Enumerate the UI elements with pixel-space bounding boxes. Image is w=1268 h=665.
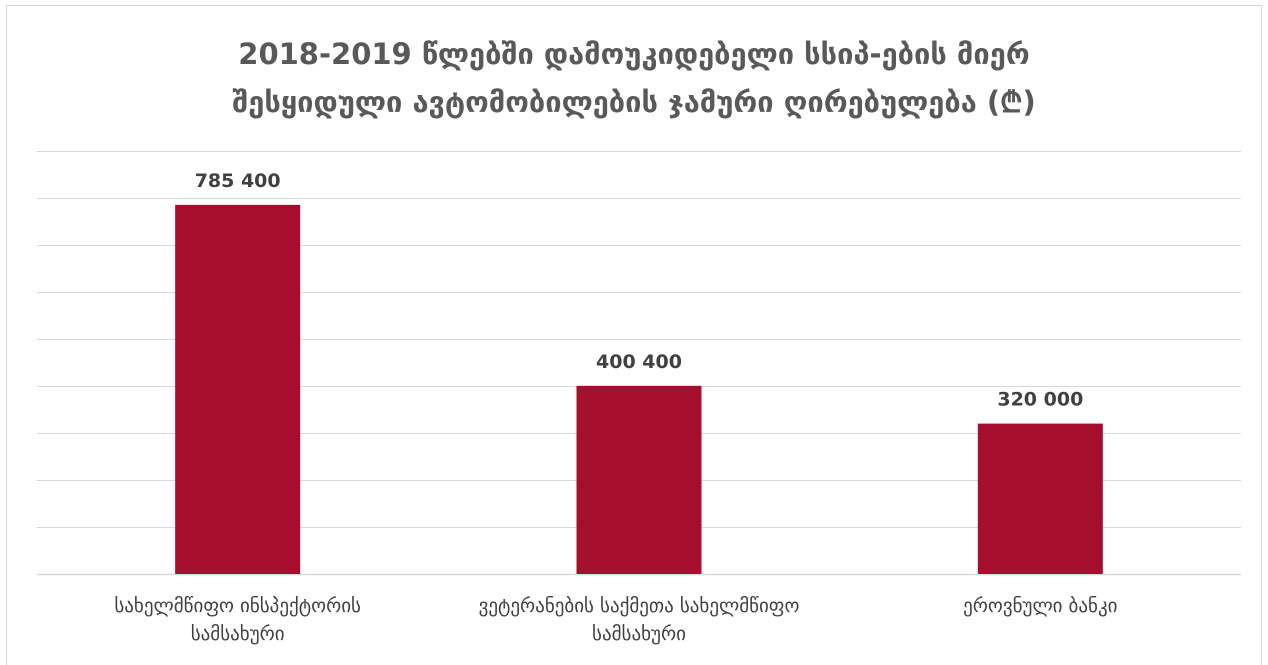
x-tick-label: სახელმწიფო ინსპექტორის — [114, 595, 361, 617]
chart-title-line-1: 2018-2019 წლებში დამოუკიდებელი სსიპ-ების… — [238, 37, 1030, 71]
bar — [175, 204, 301, 574]
x-tick-label: ვეტერანების საქმეთა სახელმწიფო — [479, 595, 800, 617]
data-label: 320 000 — [997, 389, 1083, 411]
x-tick-label: სამსახური — [592, 623, 686, 645]
chart-title: 2018-2019 წლებში დამოუკიდებელი სსიპ-ების… — [0, 30, 1268, 126]
data-label: 785 400 — [195, 170, 281, 192]
data-label: 400 400 — [596, 351, 682, 373]
bar — [576, 385, 702, 574]
x-tick-label: ეროვნული ბანკი — [963, 595, 1117, 617]
x-tick-label: სამსახური — [191, 623, 285, 645]
bar — [977, 423, 1103, 574]
chart-title-line-2: შესყიდული ავტომობილების ჯამური ღირებულებ… — [232, 85, 1036, 119]
